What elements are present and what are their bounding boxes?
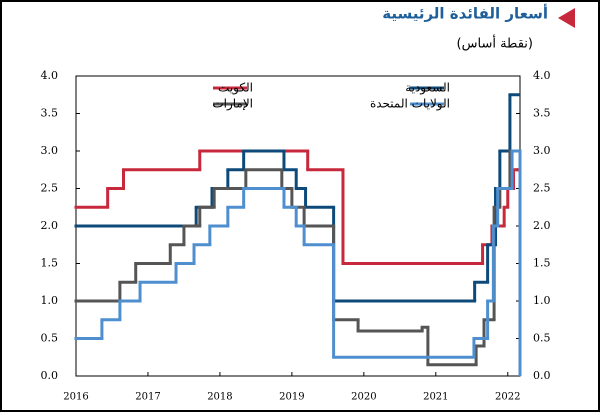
x-tick-label: 2021 — [423, 392, 448, 403]
y2-tick-label: 2.5 — [533, 182, 551, 195]
chart-subtitle: (نقطة أساس) — [457, 35, 533, 52]
y2-tick-label: 4.0 — [533, 69, 551, 82]
x-tick-label: 2019 — [279, 392, 304, 403]
legend-label: الإمارات — [212, 97, 253, 112]
legend-label: الكويت — [218, 81, 253, 96]
y2-tick-label: 1.0 — [533, 294, 551, 307]
x-tick-label: 2017 — [135, 392, 160, 403]
y-tick-label: 4.0 — [41, 69, 59, 82]
x-tick-label: 2022 — [495, 392, 520, 403]
title-marker — [558, 8, 575, 28]
y-tick-label: 1.5 — [41, 257, 59, 270]
y2-tick-label: 1.5 — [533, 257, 551, 270]
y-tick-label: 0.0 — [41, 369, 59, 382]
y2-tick-label: 3.5 — [533, 107, 551, 120]
y-tick-label: 0.5 — [41, 332, 59, 345]
y2-tick-label: 3.0 — [533, 144, 551, 157]
y2-tick-label: 0.0 — [533, 369, 551, 382]
legend-label: السعودية — [405, 81, 450, 96]
y2-tick-label: 0.5 — [533, 332, 551, 345]
y-tick-label: 3.5 — [41, 107, 59, 120]
y2-tick-label: 2.0 — [533, 219, 551, 232]
legend-label: الولايات المتحدة — [370, 97, 450, 112]
x-tick-label: 2018 — [207, 392, 232, 403]
y-tick-label: 1.0 — [41, 294, 59, 307]
y-tick-label: 3.0 — [41, 144, 59, 157]
chart-title: أسعار الفائدة الرئيسية — [382, 4, 548, 23]
y-tick-label: 2.0 — [41, 219, 59, 232]
y-tick-label: 2.5 — [41, 182, 59, 195]
x-tick-label: 2016 — [63, 392, 88, 403]
x-tick-label: 2020 — [351, 392, 376, 403]
